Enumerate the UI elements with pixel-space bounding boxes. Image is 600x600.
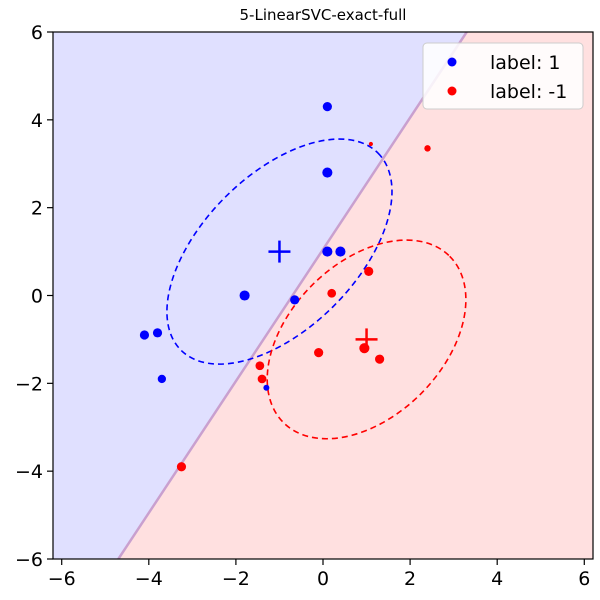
data-point-series-0 bbox=[322, 102, 332, 112]
axis-ticks: −6 −4 −2 0 2 4 6 −6 −4 −2 0 2 4 6 bbox=[15, 22, 590, 590]
data-point-series-0 bbox=[322, 167, 333, 178]
data-point-series-1 bbox=[255, 361, 265, 371]
y-tick-label: 2 bbox=[31, 198, 43, 220]
y-tick-label: 6 bbox=[31, 22, 43, 44]
chart-title: 5-LinearSVC-exact-full bbox=[240, 6, 407, 24]
x-tick-label: −2 bbox=[222, 568, 250, 590]
y-tick-label: 4 bbox=[31, 110, 43, 132]
data-point-series-0 bbox=[335, 246, 346, 257]
data-point-series-0 bbox=[290, 295, 300, 305]
x-tick-label: 4 bbox=[491, 568, 503, 590]
data-point-series-1 bbox=[176, 462, 187, 472]
covariance-ellipse-0 bbox=[166, 138, 393, 365]
data-point-series-0 bbox=[152, 328, 163, 338]
data-point-series-1 bbox=[314, 347, 324, 358]
x-tick-label: −6 bbox=[48, 568, 76, 590]
x-tick-label: 6 bbox=[578, 568, 590, 590]
data-point-series-1 bbox=[257, 374, 267, 384]
data-point-series-1 bbox=[359, 343, 370, 354]
data-point-series-0 bbox=[139, 330, 150, 340]
data-point-series-0 bbox=[157, 374, 167, 384]
legend-box bbox=[422, 42, 584, 110]
y-tick-label: 0 bbox=[31, 286, 43, 308]
x-tick-label: 0 bbox=[317, 568, 329, 590]
legend-label-1: label: -1 bbox=[490, 81, 567, 103]
region-label-minus1 bbox=[118, 32, 593, 559]
data-point-series-0 bbox=[322, 246, 333, 257]
legend: label: 1 label: -1 bbox=[422, 42, 584, 110]
data-point-series-1 bbox=[424, 145, 431, 152]
data-point-series-1 bbox=[375, 354, 385, 364]
legend-marker-1 bbox=[447, 86, 457, 96]
decision-boundary bbox=[117, 32, 468, 559]
data-point-series-1 bbox=[327, 288, 337, 298]
covariance-ellipse-1 bbox=[266, 239, 467, 440]
data-point-series-1 bbox=[368, 141, 373, 147]
x-tick-label: −4 bbox=[135, 568, 163, 590]
data-point-series-0 bbox=[239, 290, 250, 301]
plot-frame bbox=[52, 31, 594, 560]
x-tick-label: 2 bbox=[404, 568, 416, 590]
data-point-series-0 bbox=[263, 384, 270, 391]
plot-area bbox=[53, 32, 593, 559]
data-point-series-1 bbox=[364, 266, 374, 276]
legend-label-0: label: 1 bbox=[490, 52, 560, 74]
legend-marker-0 bbox=[447, 57, 457, 67]
y-tick-label: −6 bbox=[15, 549, 43, 571]
y-tick-label: −4 bbox=[15, 461, 43, 483]
region-label-1 bbox=[53, 32, 467, 559]
y-tick-label: −2 bbox=[15, 373, 43, 395]
